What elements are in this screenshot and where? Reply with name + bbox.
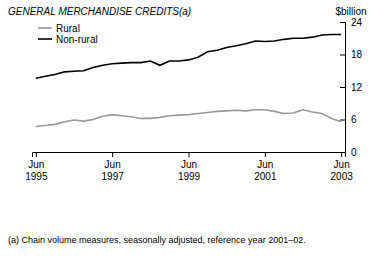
x-tick-label-line: 1997 bbox=[102, 171, 125, 182]
x-tick-label: Jun1997 bbox=[102, 159, 125, 182]
y-tick-mark bbox=[340, 55, 345, 56]
x-tick-label-line: Jun bbox=[257, 159, 273, 170]
y-axis-line bbox=[340, 23, 346, 153]
footnote: (a) Chain volume measures, seasonally ad… bbox=[8, 235, 306, 245]
y-tick-label: 6 bbox=[351, 114, 357, 125]
y-tick-label: 24 bbox=[351, 17, 363, 28]
y-tick-label: 12 bbox=[351, 82, 363, 93]
x-tick-label-line: Jun bbox=[181, 159, 197, 170]
x-tick-label-line: 2001 bbox=[254, 171, 277, 182]
lines bbox=[36, 34, 341, 126]
y-tick: 6 bbox=[340, 114, 357, 125]
x-tick: Jun2001 bbox=[254, 152, 277, 182]
y-tick: 24 bbox=[340, 17, 363, 28]
y-tick-mark bbox=[340, 22, 345, 23]
x-axis-line bbox=[33, 153, 346, 158]
x-tick-label: Jun2003 bbox=[331, 159, 354, 182]
x-tick-mark bbox=[265, 152, 266, 157]
y-tick-label: 18 bbox=[351, 49, 363, 60]
x-tick-label-line: Jun bbox=[28, 159, 44, 170]
y-tick: 18 bbox=[340, 49, 363, 60]
series-line bbox=[36, 34, 341, 78]
x-tick: Jun2003 bbox=[331, 152, 354, 182]
legend-item: Rural bbox=[38, 23, 80, 34]
legend-swatch bbox=[38, 38, 52, 40]
x-tick-mark bbox=[112, 152, 113, 157]
x-tick-label: Jun1999 bbox=[178, 159, 201, 182]
x-tick-label-line: Jun bbox=[334, 159, 350, 170]
legend-swatch bbox=[38, 27, 52, 29]
x-tick-mark bbox=[36, 152, 37, 157]
y-axis-title: $billion bbox=[335, 6, 366, 17]
x-tick-label-line: Jun bbox=[105, 159, 121, 170]
x-tick-mark bbox=[341, 152, 342, 157]
x-tick-label-line: 2003 bbox=[331, 171, 354, 182]
x-tick-label: Jun2001 bbox=[254, 159, 277, 182]
x-tick-label-line: 1995 bbox=[25, 171, 48, 182]
chart: GENERAL MERCHANDISE CREDITS(a) 0 6 12 18 24$b… bbox=[0, 0, 386, 259]
y-tick-mark bbox=[340, 87, 345, 88]
title: GENERAL MERCHANDISE CREDITS(a) bbox=[8, 6, 191, 17]
x-tick-label: Jun1995 bbox=[25, 159, 48, 182]
y-tick-label: 0 bbox=[351, 147, 357, 158]
series-line bbox=[36, 110, 341, 127]
x-tick-mark bbox=[189, 152, 190, 157]
legend-label: Non-rural bbox=[56, 34, 98, 45]
x-tick-label-line: 1999 bbox=[178, 171, 201, 182]
x-tick: Jun1995 bbox=[25, 152, 48, 182]
y-axis: 0 6 12 18 24 bbox=[340, 17, 363, 158]
legend-label: Rural bbox=[56, 23, 80, 34]
legend-item: Non-rural bbox=[38, 34, 98, 45]
y-tick: 12 bbox=[340, 82, 363, 93]
x-tick: Jun1997 bbox=[102, 152, 125, 182]
x-axis: Jun1995Jun1997Jun1999Jun2001Jun2003 bbox=[25, 152, 353, 182]
y-tick-mark bbox=[340, 120, 345, 121]
legend: RuralNon-rural bbox=[38, 23, 98, 45]
x-tick: Jun1999 bbox=[178, 152, 201, 182]
